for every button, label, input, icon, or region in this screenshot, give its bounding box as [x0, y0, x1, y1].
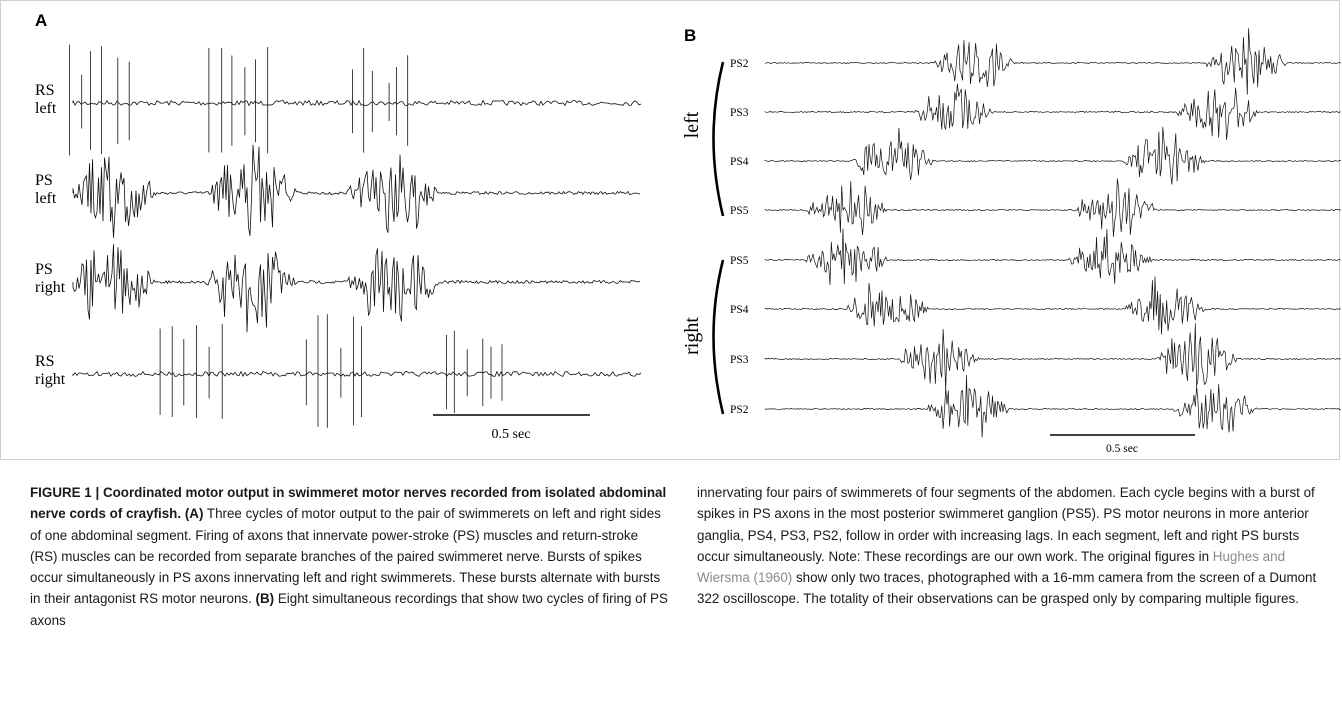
trace-b-label: PS4	[730, 304, 749, 316]
trace-b-signal	[764, 28, 1342, 95]
right-bracket	[712, 259, 725, 415]
citation-link[interactable]: Hughes and Wiersma (1960)	[697, 548, 1286, 586]
trace-b-label: PS2	[730, 58, 749, 70]
caption-b-text-end: show only two traces, photographed with …	[697, 570, 1317, 607]
trace-a-label-line2: left	[35, 190, 57, 207]
trace-a-label-line1: PS	[35, 172, 53, 189]
trace-a-label-line1: RS	[35, 82, 55, 99]
panel-b-scale-label: 0.5 sec	[1106, 443, 1138, 455]
left-group-label: left	[681, 111, 703, 138]
trace-b-label: PS3	[730, 107, 749, 119]
trace-a-label-line1: PS	[35, 261, 53, 278]
caption-column-right: innervating four pairs of swimmerets of …	[697, 482, 1322, 610]
caption-title: FIGURE 1 | Coordinated motor output in s…	[30, 485, 667, 522]
right-group-label: right	[681, 317, 703, 355]
panel-b-letter: B	[684, 26, 696, 45]
trace-b-signal	[764, 374, 1341, 438]
trace-a-label-line2: left	[35, 100, 57, 117]
panel-a-letter: A	[35, 11, 47, 30]
trace-b-label: PS3	[730, 354, 749, 366]
trace-b-signal	[764, 83, 1341, 140]
trace-b-label: PS4	[730, 156, 749, 168]
trace-b-signal	[764, 178, 1341, 237]
left-bracket	[712, 61, 725, 217]
caption-b-text: innervating four pairs of swimmerets of …	[697, 485, 1315, 564]
caption-a-text: Three cycles of motor output to the pair…	[30, 506, 661, 607]
trace-a-label-line2: right	[35, 371, 66, 388]
trace-a-label-line1: RS	[35, 353, 55, 370]
trace-b-signal	[764, 323, 1341, 390]
caption-column-left: FIGURE 1 | Coordinated motor output in s…	[30, 482, 668, 631]
caption-a-label: (A)	[184, 506, 204, 522]
trace-b-signal	[764, 276, 1342, 335]
trace-a-signal	[69, 44, 642, 156]
trace-b-label: PS5	[730, 255, 749, 267]
trace-b-signal	[764, 126, 1341, 185]
panel-a-scale-label: 0.5 sec	[492, 427, 531, 442]
trace-b-label: PS2	[730, 404, 749, 416]
trace-b-label: PS5	[730, 205, 749, 217]
caption-b-label: (B)	[255, 591, 275, 607]
trace-a-signal	[72, 244, 641, 333]
trace-a-label-line2: right	[35, 279, 66, 296]
trace-a-signal	[72, 314, 642, 428]
figure-frame: A RS left PS left PS right RS right 0.5 sec B P…	[0, 0, 1342, 460]
trace-a-signal	[72, 144, 641, 238]
panel-b-recordings: PS2 PS3 PS4 PS5 PS5 PS4 PS3 PS2	[730, 28, 1342, 438]
caption-b-text-start: Eight simultaneous recordings that show …	[30, 591, 668, 628]
trace-b-signal	[764, 228, 1341, 286]
